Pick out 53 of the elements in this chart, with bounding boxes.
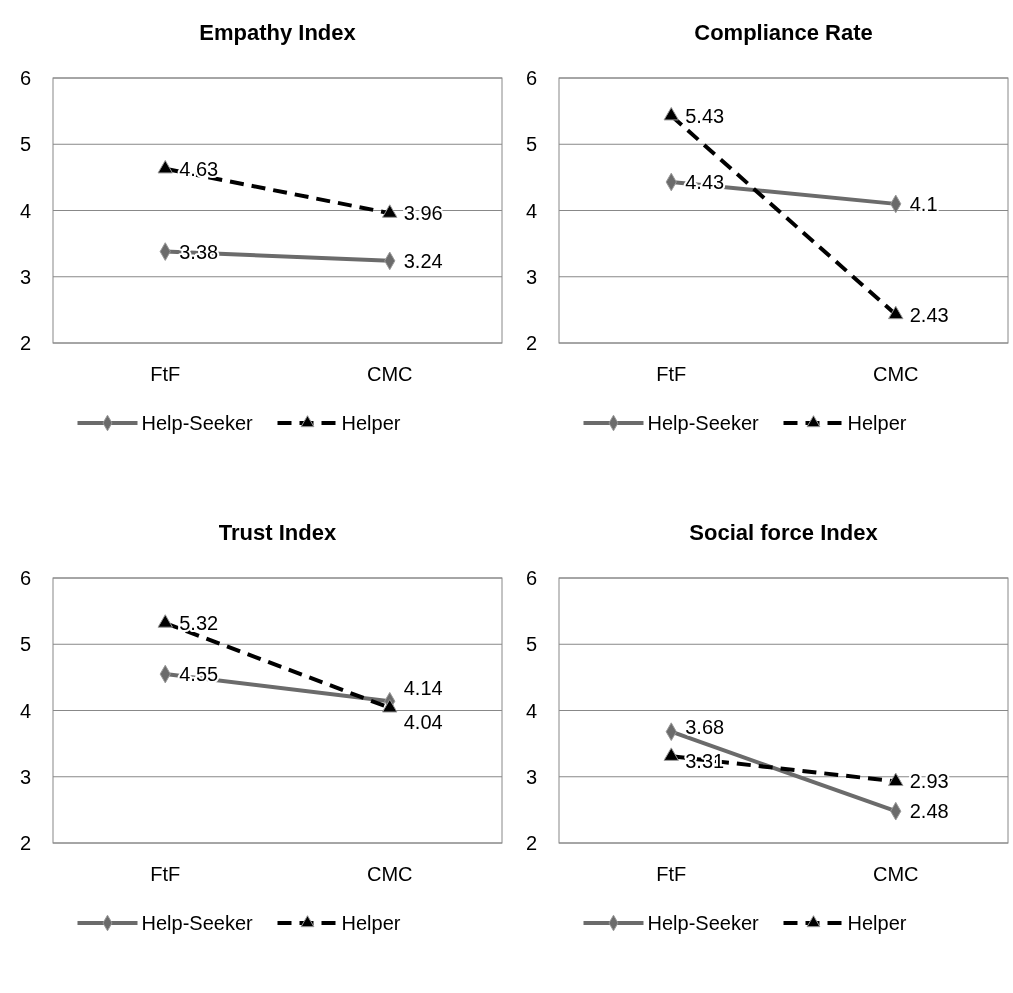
legend-label: Help-Seeker [647,412,759,434]
y-tick-label: 3 [525,765,537,788]
data-label: 3.24 [403,249,443,272]
y-tick-label: 5 [19,633,31,656]
y-tick-label: 2 [19,332,31,354]
data-label: 4.1 [909,192,938,215]
chart-title: Empathy Index [199,20,357,45]
y-tick-label: 5 [525,133,537,156]
data-label: 4.63 [179,157,219,180]
x-tick-label: FtF [150,863,181,885]
y-tick-label: 2 [525,832,537,854]
y-tick-label: 3 [19,765,31,788]
y-tick-label: 4 [525,699,537,722]
legend-label: Helper [847,912,907,934]
y-tick-label: 3 [525,265,537,288]
data-label: 2.93 [909,770,949,793]
data-label: 3.31 [685,749,725,772]
legend-label: Help-Seeker [647,912,759,934]
x-tick-label: FtF [656,863,687,885]
x-tick-label: CMC [872,363,919,385]
y-tick-label: 6 [525,67,537,89]
y-tick-label: 5 [525,633,537,656]
data-label: 3.96 [403,202,443,225]
data-label: 5.32 [179,612,219,635]
y-tick-label: 4 [525,199,537,222]
legend-label: Helper [341,912,401,934]
y-tick-label: 4 [19,199,31,222]
y-tick-label: 5 [19,133,31,156]
data-label: 2.48 [909,800,949,823]
x-tick-label: CMC [366,863,413,885]
x-tick-label: FtF [656,363,687,385]
y-tick-label: 6 [525,567,537,589]
x-tick-label: CMC [366,363,413,385]
y-tick-label: 6 [19,567,31,589]
y-tick-label: 4 [19,699,31,722]
legend-label: Help-Seeker [141,412,253,434]
legend-label: Helper [847,412,907,434]
data-label: 5.43 [685,104,725,127]
data-label: 3.68 [685,715,725,738]
y-tick-label: 3 [19,265,31,288]
chart-title: Trust Index [218,520,337,545]
legend-label: Helper [341,412,401,434]
y-tick-label: 2 [19,832,31,854]
chart-title: Compliance Rate [694,20,873,45]
data-label: 4.14 [403,676,443,699]
legend-label: Help-Seeker [141,912,253,934]
x-tick-label: CMC [872,863,919,885]
data-label: 4.04 [403,710,443,733]
y-tick-label: 2 [525,332,537,354]
data-label: 2.43 [909,303,949,326]
y-tick-label: 6 [19,67,31,89]
chart-title: Social force Index [689,520,879,545]
x-tick-label: FtF [150,363,181,385]
